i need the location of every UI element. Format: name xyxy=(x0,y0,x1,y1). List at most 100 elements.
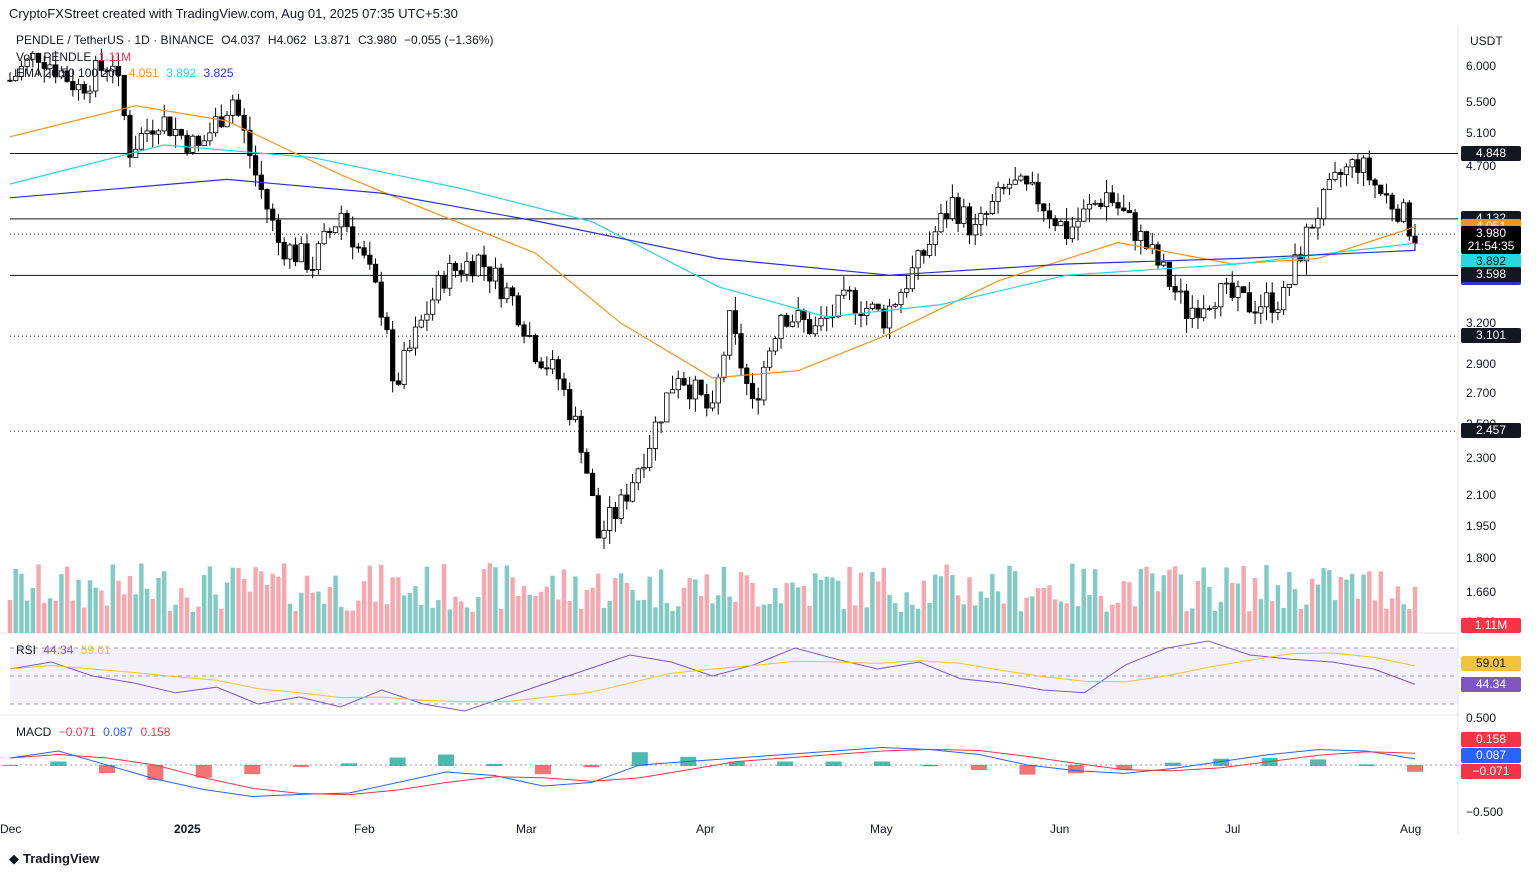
candle-body xyxy=(355,246,361,249)
macd-tick-top: 0.500 xyxy=(1466,711,1497,725)
candle-body xyxy=(321,230,327,245)
volume-bar xyxy=(944,564,949,633)
volume-bar xyxy=(807,605,812,633)
volume-bar xyxy=(813,573,818,633)
candle-body xyxy=(772,338,778,352)
macd-histogram-bar xyxy=(1358,764,1375,766)
ohlc-low: L3.871 xyxy=(313,33,351,47)
volume-bar xyxy=(139,563,144,633)
candle-body xyxy=(178,129,184,136)
volume-bar xyxy=(567,600,572,633)
candle-body xyxy=(207,132,213,142)
volume-bar xyxy=(1087,594,1092,633)
candle-body xyxy=(133,148,139,158)
currency-label[interactable]: USDT xyxy=(1470,34,1503,48)
candle-body xyxy=(315,243,322,270)
volume-bar xyxy=(887,594,892,633)
candle-body xyxy=(1349,159,1355,168)
macd-histogram-bar xyxy=(98,765,115,773)
volume-bar xyxy=(561,569,567,633)
volume-bar xyxy=(1298,608,1303,633)
candle-body xyxy=(664,392,670,423)
volume-bar xyxy=(1270,601,1275,633)
macd-histogram-bar xyxy=(195,765,212,778)
time-tick-label: Feb xyxy=(354,822,375,836)
volume-bar xyxy=(1115,602,1121,633)
volume-bar xyxy=(647,576,652,633)
candle-body xyxy=(47,64,53,70)
volume-bar xyxy=(950,575,955,633)
candle-body xyxy=(738,333,744,369)
volume-bar xyxy=(1172,566,1178,633)
volume-bar xyxy=(207,566,213,633)
rsi-line xyxy=(9,640,1416,712)
volume-bar xyxy=(470,611,475,633)
volume-bar xyxy=(344,610,350,633)
volume-bar xyxy=(1332,600,1338,633)
price-tick-label: 6.000 xyxy=(1466,59,1497,74)
volume-bar xyxy=(276,576,281,633)
price-marker-level: 3.101 xyxy=(1461,328,1521,344)
macd-legend[interactable]: MACD −0.071 0.087 0.158 xyxy=(16,725,174,739)
symbol-legend: PENDLE / TetherUS · 1D · BINANCE O4.037 … xyxy=(16,33,497,47)
candle-body xyxy=(1103,192,1110,207)
volume-bar xyxy=(156,577,161,633)
volume-bar xyxy=(624,583,630,633)
volume-bar xyxy=(835,580,841,633)
tradingview-logo[interactable]: ◆ TradingView xyxy=(9,851,99,867)
volume-bar xyxy=(1235,583,1241,633)
volume-bar xyxy=(1372,600,1378,633)
candle-body xyxy=(1332,172,1338,181)
price-marker-price: 3.980 xyxy=(1461,226,1521,242)
volume-bar xyxy=(253,567,258,633)
volume-bar xyxy=(401,595,407,633)
candle-body xyxy=(527,335,533,337)
candle-body xyxy=(241,114,247,131)
candle-body xyxy=(841,289,847,296)
volume-bar xyxy=(281,563,287,633)
volume-bar xyxy=(24,600,30,633)
ema200-value: 3.825 xyxy=(203,66,234,80)
candle-body xyxy=(995,187,1001,202)
candle-body xyxy=(418,319,424,328)
volume-bar xyxy=(750,582,755,633)
candle-body xyxy=(578,415,584,453)
candle-body xyxy=(304,243,310,270)
volume-bar xyxy=(213,594,218,633)
price-marker-volume: 1.11M xyxy=(1461,618,1521,633)
candle-body xyxy=(58,70,65,78)
volume-bar xyxy=(1018,611,1024,633)
candle-body xyxy=(881,308,887,329)
candle-body xyxy=(926,244,933,256)
volume-bar xyxy=(527,594,532,633)
volume-bar xyxy=(476,597,481,633)
rsi-legend[interactable]: RSI 44.34 59.01 xyxy=(16,643,115,657)
candle-body xyxy=(395,380,401,385)
volume-legend[interactable]: Vol · PENDLE 1.11M xyxy=(16,50,135,64)
volume-bar xyxy=(1167,569,1172,633)
volume-bar xyxy=(1212,610,1218,633)
ema-legend[interactable]: EMA 20 50 100 200 4.051 3.892 3.825 xyxy=(16,66,238,80)
volume-bar xyxy=(698,596,704,633)
candle-body xyxy=(98,60,104,71)
volume-bar xyxy=(847,566,852,633)
volume-bar xyxy=(898,611,904,633)
candle-body xyxy=(755,398,761,401)
candle-body xyxy=(1343,166,1350,176)
volume-bar xyxy=(636,600,641,633)
symbol-name[interactable]: PENDLE / TetherUS · 1D · BINANCE xyxy=(16,33,214,47)
volume-bar xyxy=(498,608,504,633)
volume-bar xyxy=(179,588,184,633)
volume-bar xyxy=(870,571,875,633)
candle-body xyxy=(1183,290,1190,319)
price-marker-level: 2.457 xyxy=(1461,423,1521,439)
volume-bar xyxy=(19,573,24,633)
candle-body xyxy=(1132,212,1138,241)
candle-body xyxy=(795,310,801,323)
price-marker-level: 3.598 xyxy=(1461,267,1521,283)
macd-line xyxy=(9,746,1416,798)
volume-bar xyxy=(116,580,121,633)
volume-bar xyxy=(1355,598,1361,633)
candle-body xyxy=(1269,292,1275,313)
